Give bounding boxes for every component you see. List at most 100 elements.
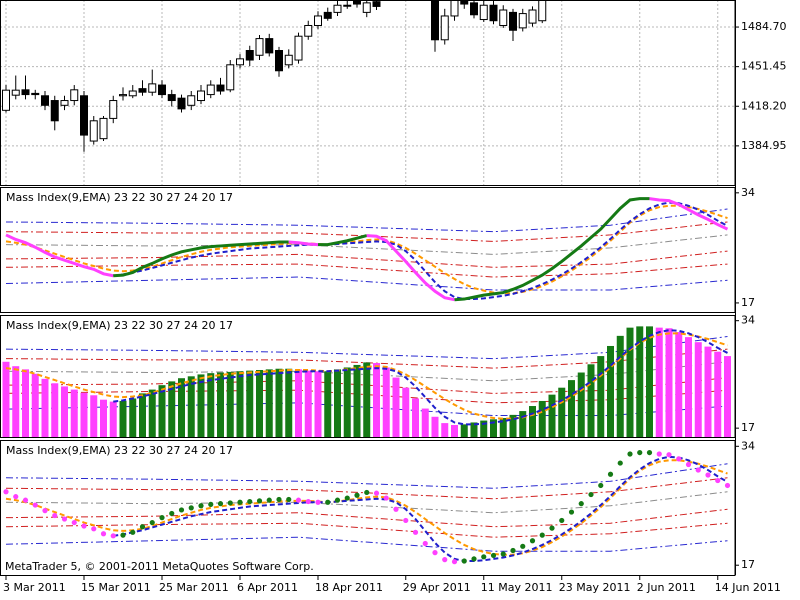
dot — [568, 509, 575, 515]
y-tick-label: 34 — [741, 314, 755, 327]
signal-line — [113, 455, 728, 563]
candle-body — [31, 92, 40, 96]
dot — [481, 554, 487, 560]
dot — [256, 498, 263, 504]
x-tick-label: 2 Jun 2011 — [637, 581, 696, 594]
candle-body — [343, 4, 352, 7]
histogram-bar — [343, 367, 351, 437]
candle-body — [109, 100, 118, 119]
histogram-bar — [616, 335, 624, 437]
histogram-bar — [714, 351, 722, 437]
histogram-bar — [499, 418, 507, 437]
x-tick-label: 14 Jun 2011 — [715, 581, 781, 594]
x-tick-label: 3 Mar 2011 — [3, 581, 66, 594]
candle-body — [41, 95, 49, 106]
main-line — [366, 234, 455, 302]
candle-body — [167, 94, 176, 102]
dot — [646, 449, 653, 456]
main-line — [649, 197, 729, 231]
histogram-bar — [636, 326, 644, 437]
band-line — [5, 361, 728, 382]
dot — [344, 495, 350, 501]
histogram-bar — [187, 376, 195, 437]
x-tick-label: 23 May 2011 — [559, 581, 631, 594]
dot — [91, 526, 97, 532]
dot — [461, 558, 467, 564]
dot — [559, 517, 565, 524]
histogram-bar — [226, 371, 234, 437]
dot — [295, 497, 302, 503]
band-line — [5, 522, 728, 538]
dot — [490, 552, 497, 559]
histogram-bar — [109, 401, 117, 437]
candle-body — [60, 100, 69, 106]
dot — [724, 482, 731, 489]
candle-body — [518, 13, 527, 29]
histogram-bar — [607, 345, 614, 437]
y-tick-label: 17 — [741, 421, 755, 434]
histogram-bar — [665, 328, 673, 437]
candle-body — [89, 120, 98, 142]
candle-body — [509, 11, 517, 31]
indicator-label: Mass Index(9,EMA) 23 22 30 27 24 20 17 — [6, 191, 233, 204]
signal-line — [5, 204, 728, 295]
candle-body — [226, 64, 235, 91]
main-line — [454, 197, 650, 302]
histogram-bar — [275, 368, 283, 437]
candle-body — [99, 117, 108, 140]
histogram-bar — [178, 378, 185, 437]
histogram-bar — [295, 369, 302, 437]
x-tick-label: 25 Mar 2011 — [159, 581, 229, 594]
signal-line — [5, 459, 728, 556]
dot — [22, 497, 29, 503]
candle-body — [11, 89, 20, 96]
candle-body — [450, 0, 459, 17]
candle-body — [489, 4, 498, 22]
candle-body — [255, 38, 264, 56]
histogram-bar — [158, 385, 166, 437]
histogram-bar — [246, 370, 254, 437]
histogram-bar — [519, 411, 527, 437]
main-line — [318, 234, 368, 247]
candle-body — [431, 0, 439, 41]
dot — [71, 519, 77, 526]
dot — [422, 540, 428, 547]
band-line — [5, 208, 728, 233]
histogram-bar — [236, 371, 244, 437]
histogram-bar — [90, 395, 98, 437]
histogram-bar — [265, 369, 273, 437]
footer: MetaTrader 5, © 2001-2011 MetaQuotes Sof… — [5, 560, 314, 573]
histogram-bar — [509, 414, 517, 437]
dot — [598, 482, 604, 489]
dot — [666, 452, 672, 458]
dot — [305, 498, 311, 505]
candle-body — [245, 50, 254, 61]
candle-body — [362, 2, 371, 13]
dot — [198, 503, 204, 509]
dot — [52, 512, 58, 519]
band-line — [5, 263, 728, 278]
band-line — [5, 463, 728, 489]
histogram-bar — [646, 326, 653, 437]
histogram-bar — [382, 367, 390, 437]
dot — [100, 531, 107, 537]
dot — [217, 501, 224, 507]
dot — [286, 496, 292, 503]
candle-body — [216, 84, 225, 92]
histogram-bar — [451, 424, 458, 437]
dot — [178, 507, 185, 513]
histogram-bar — [2, 361, 10, 437]
histogram-bar — [256, 369, 263, 437]
indicator-label: Mass Index(9,EMA) 23 22 30 27 24 20 17 — [6, 319, 233, 332]
x-tick-label: 6 Apr 2011 — [237, 581, 298, 594]
candle-body — [479, 4, 488, 21]
histogram-bar — [207, 373, 215, 437]
dot — [159, 515, 165, 521]
histogram-bar — [694, 342, 702, 437]
histogram-bar — [529, 406, 536, 437]
dot — [139, 524, 146, 530]
dot — [149, 519, 155, 526]
dot — [432, 550, 438, 556]
